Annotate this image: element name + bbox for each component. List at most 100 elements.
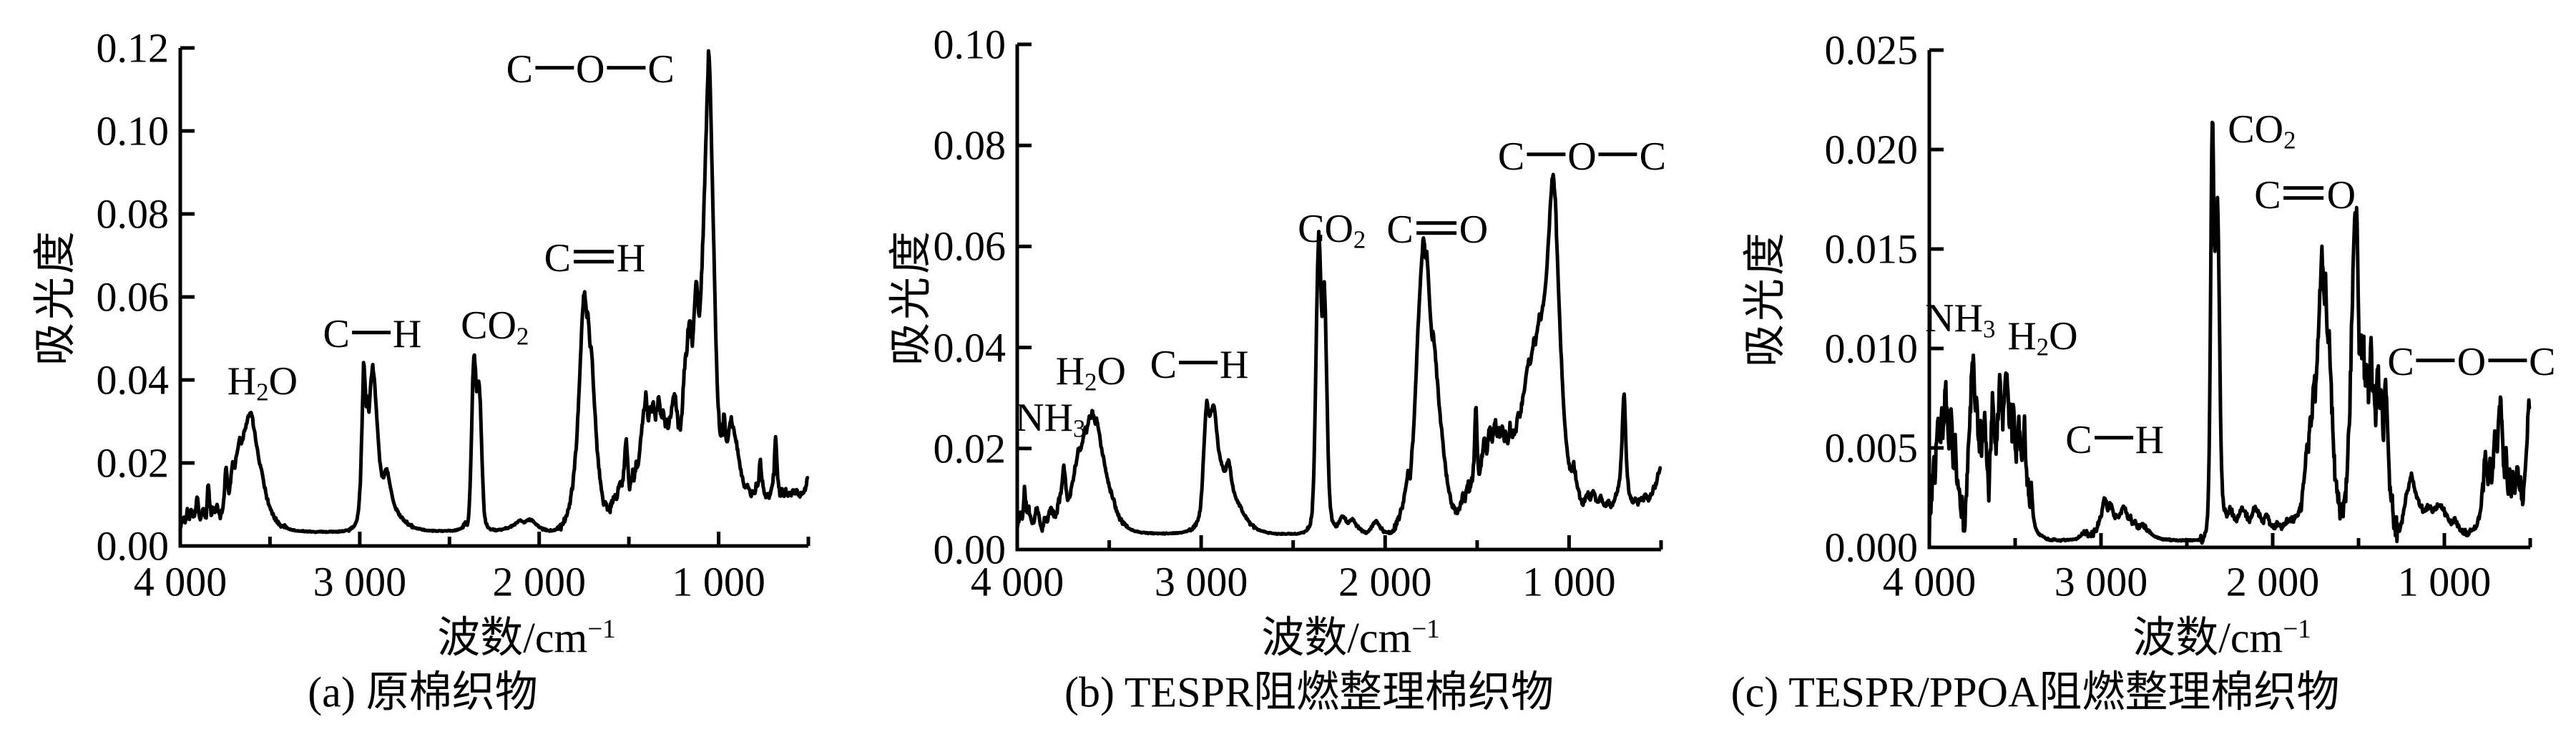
y-tick-label: 0.005 (1824, 424, 1919, 472)
y-axis-title: 吸光度 (1741, 230, 1789, 367)
spectrum-curve-a (178, 49, 810, 535)
double-bond-glyph (573, 249, 614, 263)
peak-label-text: H (2135, 417, 2165, 462)
peak-label-co2-b: CO 2 (1298, 206, 1366, 254)
peak-label-co2-c: CO 2 (2228, 107, 2296, 155)
x-tick-label: 2 000 (2225, 558, 2320, 605)
peak-label-text: H (227, 358, 257, 404)
spectrum-curve-b (1015, 172, 1662, 537)
peak-label-text: C (647, 47, 675, 92)
x-axis-title-text: 波数/cm (1261, 614, 1412, 662)
peak-label-text: C (2529, 340, 2556, 385)
tick-marks-a (178, 46, 810, 548)
tick-marks-b (1015, 42, 1663, 552)
peak-label-text: NH (1925, 296, 1983, 341)
single-bond-glyph (2094, 436, 2133, 440)
peak-label-text: C (544, 236, 571, 281)
double-bond-glyph (2283, 186, 2324, 200)
peak-label-nh3-c: NH 3 (1925, 296, 1996, 343)
x-axis-title-text: 波数/cm (2132, 614, 2283, 662)
y-tick-label: 0.02 (933, 425, 1007, 472)
x-tick-label: 2 000 (1338, 558, 1432, 605)
y-tick-label: 0.02 (96, 439, 170, 487)
peak-label-text: H (1055, 349, 1085, 394)
peak-label-text: O (2457, 340, 2487, 385)
single-bond-glyph (2488, 358, 2527, 363)
peak-label-text: O (1097, 349, 1126, 394)
peak-label-text: H (616, 236, 646, 281)
single-bond-glyph (1527, 152, 1566, 157)
peak-label-text: 3 (1982, 315, 1996, 343)
y-tick-label: 0.08 (933, 122, 1007, 169)
x-tick-label: 3 000 (2054, 558, 2148, 605)
peak-label-text: O (2326, 172, 2356, 218)
single-bond-glyph (534, 65, 574, 69)
peak-label-text: C (1150, 342, 1177, 387)
peak-label-text: O (575, 47, 605, 92)
peak-label-text: O (268, 358, 298, 404)
peak-label-text: NH (1015, 396, 1074, 441)
y-tick-label: 0.10 (933, 21, 1007, 68)
peak-label-text: C (506, 47, 533, 92)
x-tick-label: 1 000 (672, 558, 765, 605)
y-tick-label: 0.04 (96, 356, 170, 404)
peak-label-text: C (2254, 172, 2281, 218)
single-bond-glyph (1598, 152, 1637, 157)
x-axis-title: 波数/cm−1 (437, 603, 616, 665)
peak-label-text: H (1220, 342, 1249, 387)
double-bond-glyph (1416, 220, 1456, 235)
peak-label-text: C (2065, 417, 2092, 462)
peak-label-text: O (1567, 134, 1597, 179)
peak-label-text: O (1459, 208, 1489, 253)
single-bond-glyph (607, 65, 646, 69)
x-tick-label: 3 000 (313, 558, 407, 605)
peak-label-text: 2 (1353, 225, 1366, 254)
single-bond-glyph (351, 330, 391, 334)
x-tick-label: 3 000 (1154, 558, 1248, 605)
x-axis-title: 波数/cm−1 (1261, 603, 1440, 665)
y-tick-label: 0.06 (933, 223, 1007, 270)
peak-label-co2-a: CO 2 (461, 303, 529, 351)
peak-label-text: 2 (256, 378, 269, 406)
y-tick-label: 0.020 (1824, 126, 1919, 173)
y-tick-label: 0.010 (1824, 325, 1919, 372)
peak-label-text: 2 (2036, 333, 2049, 361)
peak-label-text: O (2049, 314, 2078, 359)
peak-label-nh3-b: NH 3 (1015, 395, 1085, 442)
peak-label-text: 2 (516, 322, 529, 351)
peak-label-text: 2 (2283, 126, 2296, 155)
peak-label-text: CO (461, 303, 516, 348)
x-axis-title-exponent: −1 (2283, 615, 2311, 645)
single-bond-glyph (2416, 358, 2455, 363)
peak-label-text: C (2387, 340, 2414, 385)
y-tick-label: 0.08 (96, 190, 170, 238)
peak-label-text: H (392, 312, 422, 357)
y-tick-label: 0.000 (1824, 524, 1919, 571)
peak-label-text: CO (2228, 107, 2284, 152)
peak-label-text: C (1497, 134, 1525, 179)
y-tick-label: 0.025 (1824, 26, 1919, 74)
x-tick-label: 1 000 (2397, 558, 2492, 605)
spectrum-curve-c (1927, 120, 2532, 545)
x-tick-label: 4 000 (133, 558, 227, 605)
y-tick-label: 0.00 (96, 522, 170, 570)
caption-c: (c) TESPR/PPOA阻燃整理棉织物 (1730, 668, 2340, 716)
peak-label-text: C (1639, 134, 1667, 179)
y-tick-label: 0.10 (96, 107, 170, 155)
x-axis-title-text: 波数/cm (437, 614, 588, 662)
